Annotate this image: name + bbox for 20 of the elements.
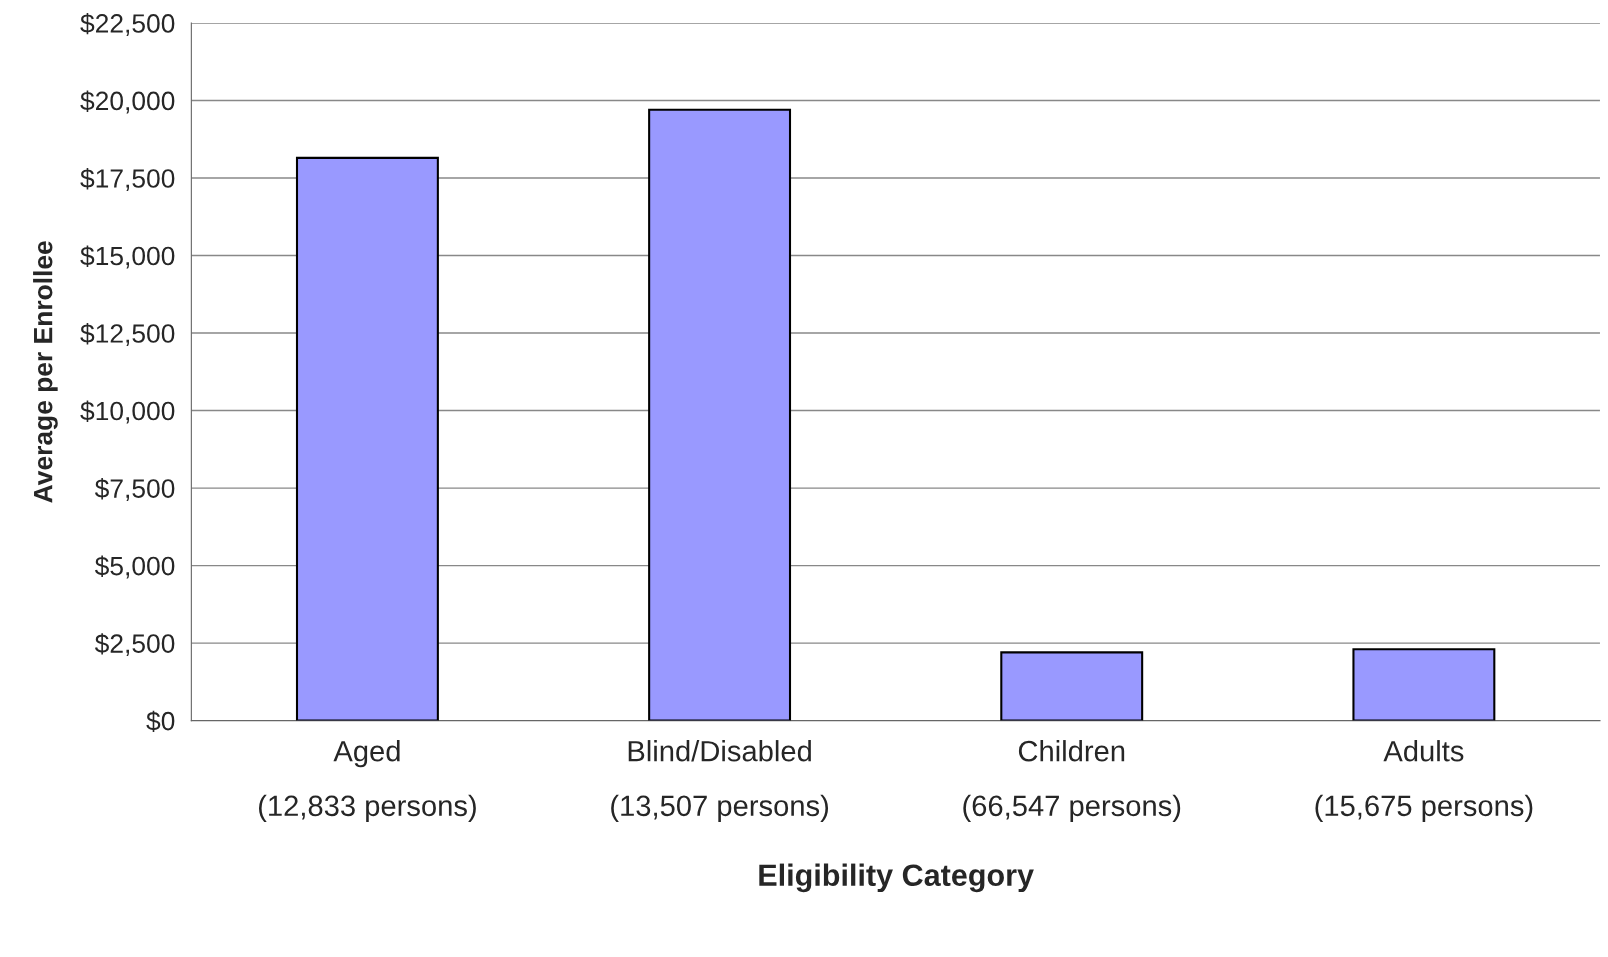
bar xyxy=(295,156,439,721)
x-axis-title: Eligibility Category xyxy=(759,863,1034,893)
x-tick-label: Children (66,547 persons) xyxy=(963,740,1181,822)
y-tick-label: $20,000 xyxy=(80,90,175,114)
y-axis-title: Average per Enrollee xyxy=(33,241,58,503)
y-tick-label: $2,500 xyxy=(94,633,175,657)
y-tick-label: $15,000 xyxy=(80,245,175,269)
y-tick-label: $12,500 xyxy=(80,323,175,346)
y-tick-label: $10,000 xyxy=(80,400,175,424)
y-tick-label: $22,500 xyxy=(80,12,175,36)
x-tick-label: Blind/Disabled (13,507 persons) xyxy=(611,740,829,822)
y-tick-label: $17,500 xyxy=(80,168,175,191)
y-tick-label: $7,500 xyxy=(94,478,175,502)
bar xyxy=(1000,651,1144,721)
y-tick-label: $5,000 xyxy=(94,555,175,579)
y-tick-label: $0 xyxy=(146,710,175,733)
x-tick-label: Aged (12,833 persons) xyxy=(259,740,476,822)
x-tick-label: Adults (15,675 persons) xyxy=(1315,740,1533,822)
bar xyxy=(648,108,792,721)
bar xyxy=(1352,648,1496,721)
